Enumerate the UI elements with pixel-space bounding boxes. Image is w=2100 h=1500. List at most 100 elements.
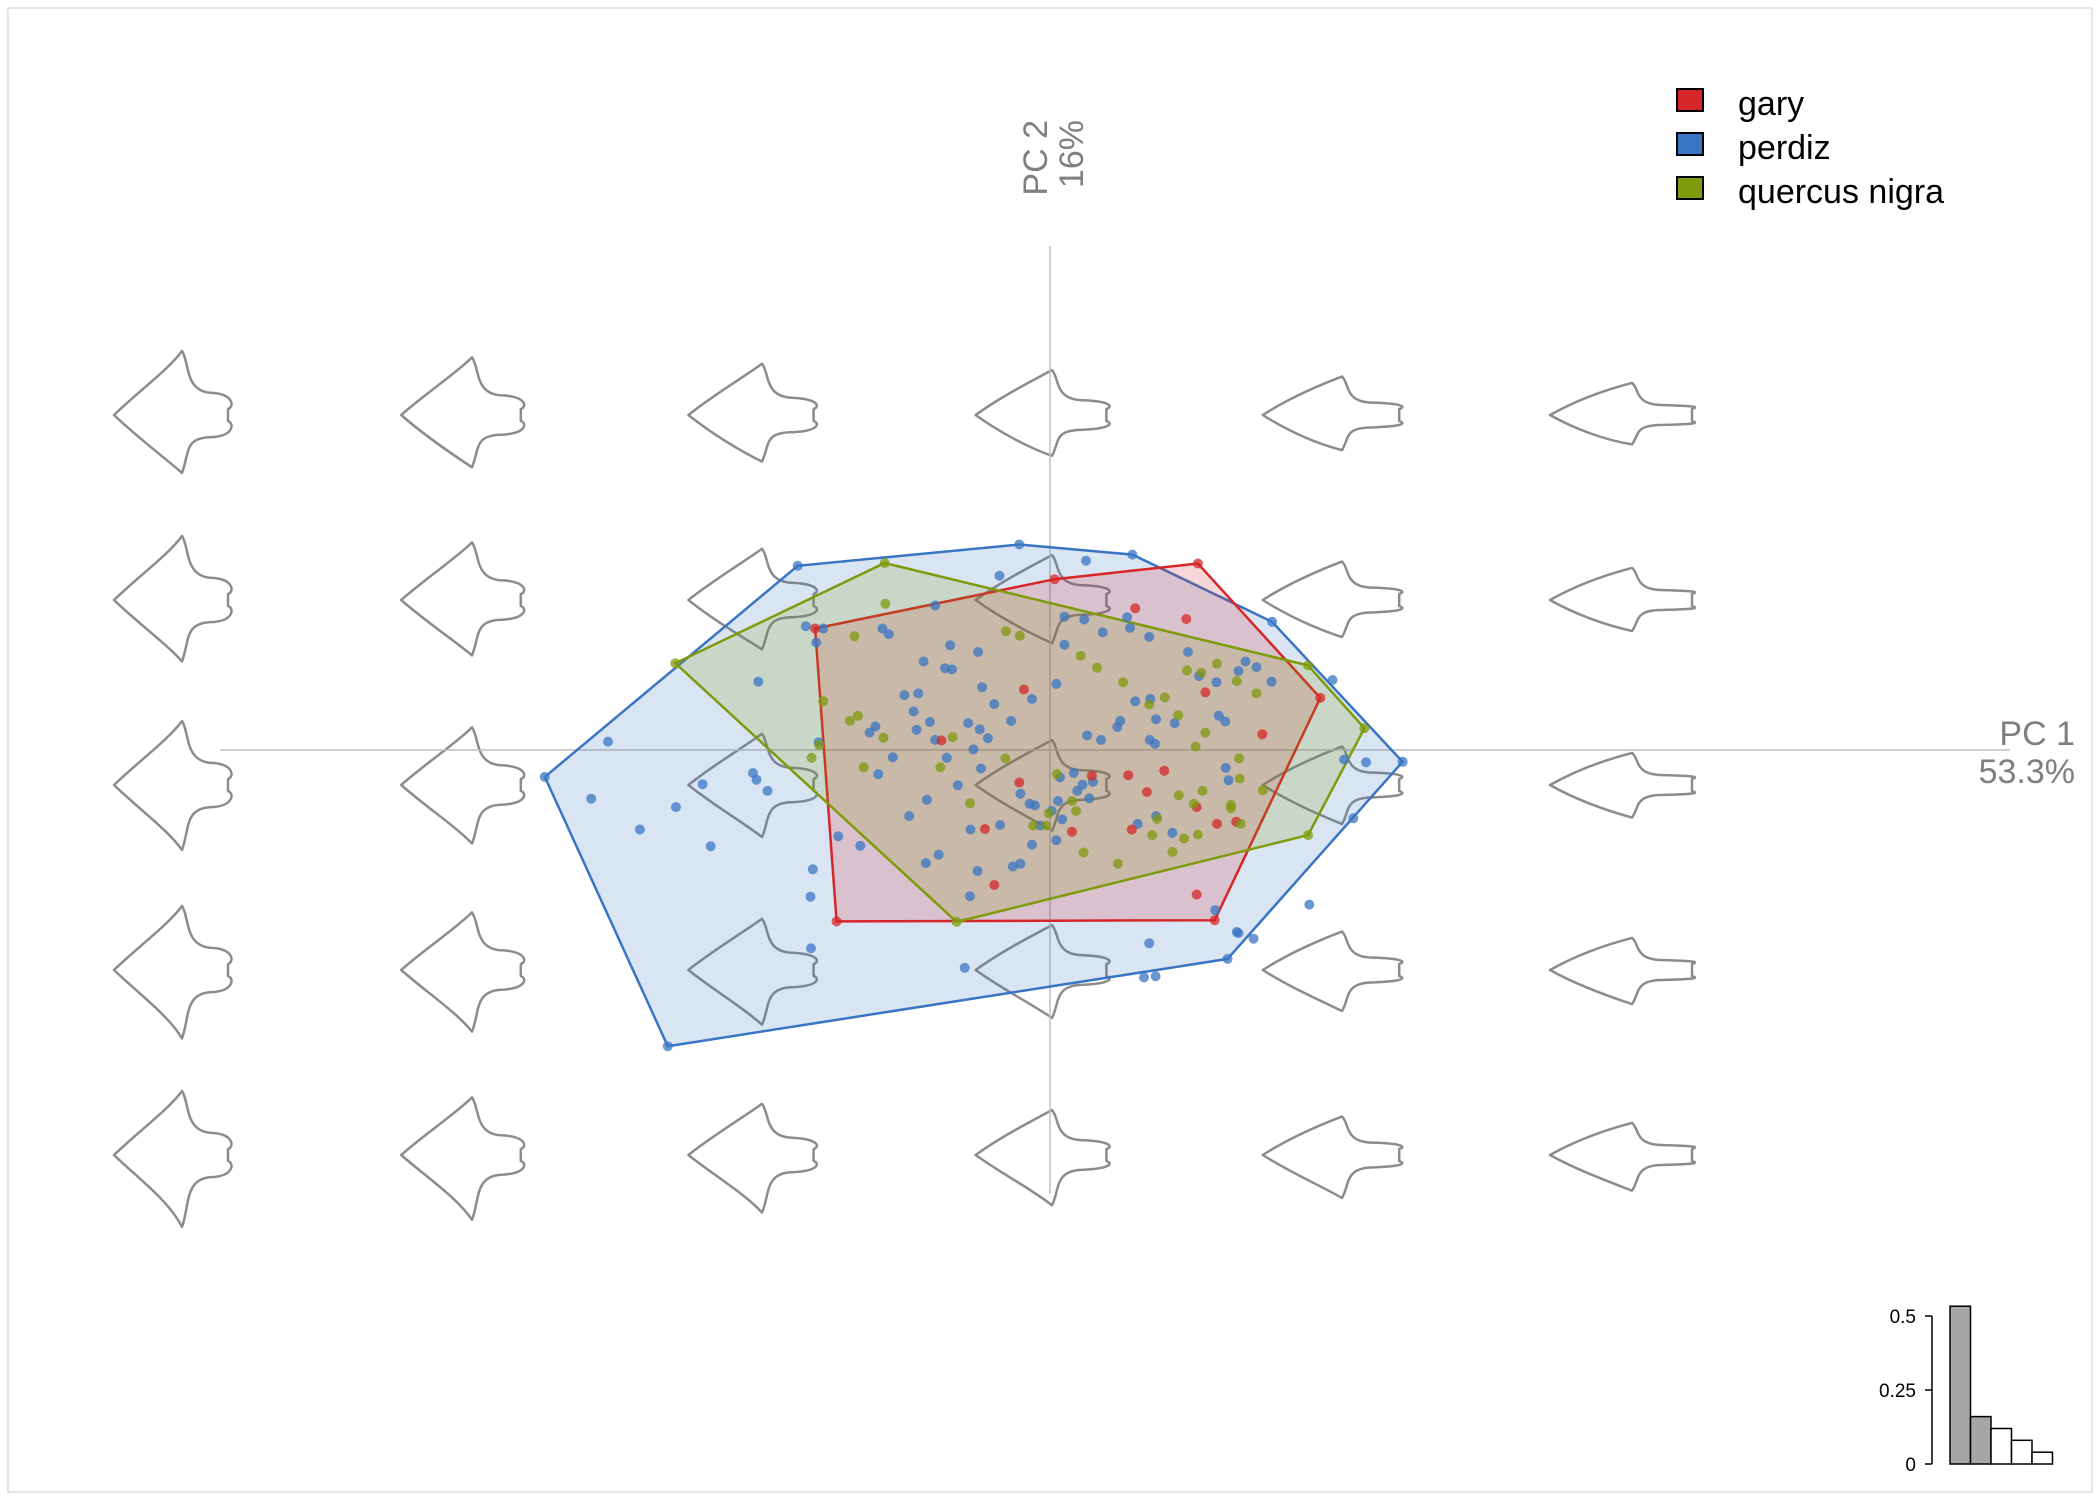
point-perdiz: [1169, 718, 1180, 729]
point-quercus-nigra: [1078, 847, 1089, 858]
point-perdiz: [1130, 696, 1141, 707]
point-gary: [1159, 765, 1170, 776]
point-quercus-nigra: [1028, 820, 1039, 831]
point-perdiz: [1122, 612, 1133, 623]
point-perdiz: [1144, 938, 1155, 949]
point-gary: [1049, 574, 1060, 585]
legend-label-quercus-nigra: quercus nigra: [1738, 173, 1944, 211]
point-perdiz: [1150, 971, 1161, 982]
point-quercus-nigra: [1234, 773, 1245, 784]
point-perdiz: [1125, 622, 1135, 633]
barplot-tick-label-0.25: 0.25: [1879, 1381, 1916, 1402]
point-perdiz: [539, 771, 550, 782]
point-perdiz: [1127, 549, 1138, 560]
point-perdiz: [963, 718, 974, 729]
data-points: [539, 539, 1408, 1052]
morphospace-shape: [1548, 566, 1697, 633]
point-quercus-nigra: [947, 732, 958, 743]
pc1-axis-label: PC 1: [1999, 715, 2075, 753]
morphospace-shape: [399, 356, 526, 469]
point-perdiz: [1053, 796, 1064, 806]
point-quercus-nigra: [1092, 662, 1102, 673]
point-gary: [1257, 729, 1268, 740]
point-perdiz: [670, 802, 681, 813]
point-gary: [1014, 777, 1025, 788]
point-perdiz: [1248, 933, 1259, 944]
point-quercus-nigra: [1167, 846, 1178, 857]
point-perdiz: [924, 717, 935, 727]
point-perdiz: [1348, 813, 1359, 824]
point-gary: [1212, 818, 1222, 829]
point-quercus-nigra: [965, 798, 975, 809]
morphospace-shape: [1261, 745, 1404, 826]
point-perdiz: [634, 824, 645, 835]
point-perdiz: [904, 811, 915, 822]
point-quercus-nigra: [1234, 753, 1245, 764]
point-perdiz: [818, 623, 829, 634]
point-perdiz: [1027, 839, 1037, 850]
point-perdiz: [1304, 899, 1315, 910]
point-quercus-nigra: [1235, 818, 1246, 829]
point-perdiz: [1027, 694, 1037, 704]
point-gary: [1067, 826, 1077, 837]
point-quercus-nigra: [879, 558, 890, 568]
point-perdiz: [1015, 858, 1026, 869]
morphospace-shape: [1261, 930, 1404, 1013]
morphospace-shape: [112, 349, 233, 475]
point-perdiz: [1220, 762, 1231, 773]
point-gary: [1181, 614, 1192, 624]
point-perdiz: [1266, 676, 1277, 687]
point-quercus-nigra: [1000, 626, 1011, 637]
point-quercus-nigra: [1188, 798, 1199, 809]
point-quercus-nigra: [878, 732, 889, 743]
point-perdiz: [1210, 905, 1221, 916]
point-quercus-nigra: [1179, 833, 1189, 844]
morphospace-shape: [974, 553, 1111, 645]
point-gary: [1200, 687, 1211, 698]
point-perdiz: [887, 752, 898, 763]
morphospace-shape: [1548, 381, 1697, 446]
point-perdiz: [870, 721, 881, 732]
morphospace-shape: [687, 547, 819, 651]
point-quercus-nigra: [1226, 803, 1236, 814]
morphospace-shape: [1548, 751, 1697, 819]
point-perdiz: [920, 858, 931, 869]
point-quercus-nigra: [1173, 710, 1184, 721]
point-perdiz: [1115, 715, 1126, 726]
point-perdiz: [1084, 793, 1095, 804]
point-perdiz: [1059, 639, 1070, 650]
point-perdiz: [1222, 953, 1233, 964]
point-quercus-nigra: [935, 762, 946, 773]
morphospace-shape: [399, 911, 526, 1033]
pc2-axis-label: PC 2: [1017, 120, 1055, 196]
morphospace-shape: [112, 719, 233, 852]
point-gary: [980, 824, 990, 834]
point-gary: [1192, 558, 1203, 569]
point-perdiz: [1397, 756, 1408, 767]
point-perdiz: [883, 629, 894, 640]
morphospace-shape: [687, 362, 819, 463]
point-perdiz: [959, 962, 970, 973]
point-perdiz: [922, 794, 932, 805]
point-gary: [1086, 770, 1097, 781]
point-quercus-nigra: [1212, 658, 1222, 669]
point-perdiz: [1240, 656, 1251, 667]
point-perdiz: [1014, 539, 1025, 550]
point-quercus-nigra: [951, 916, 962, 927]
point-gary: [1209, 915, 1220, 926]
point-perdiz: [1059, 611, 1070, 622]
point-perdiz: [1057, 814, 1068, 825]
point-perdiz: [1007, 861, 1018, 872]
point-perdiz: [662, 1041, 673, 1052]
morphospace-shape: [112, 1089, 233, 1229]
point-quercus-nigra: [1014, 630, 1025, 641]
point-perdiz: [1361, 757, 1372, 768]
point-perdiz: [908, 706, 919, 717]
point-perdiz: [1024, 798, 1035, 809]
variance-barplot: 0.5 0.25 0: [1879, 1305, 2054, 1476]
morphospace-shape: [974, 1108, 1111, 1207]
legend-swatch-quercus-nigra: [1676, 176, 1704, 200]
point-perdiz: [995, 820, 1006, 830]
point-quercus-nigra: [1196, 667, 1207, 678]
point-perdiz: [806, 943, 816, 954]
